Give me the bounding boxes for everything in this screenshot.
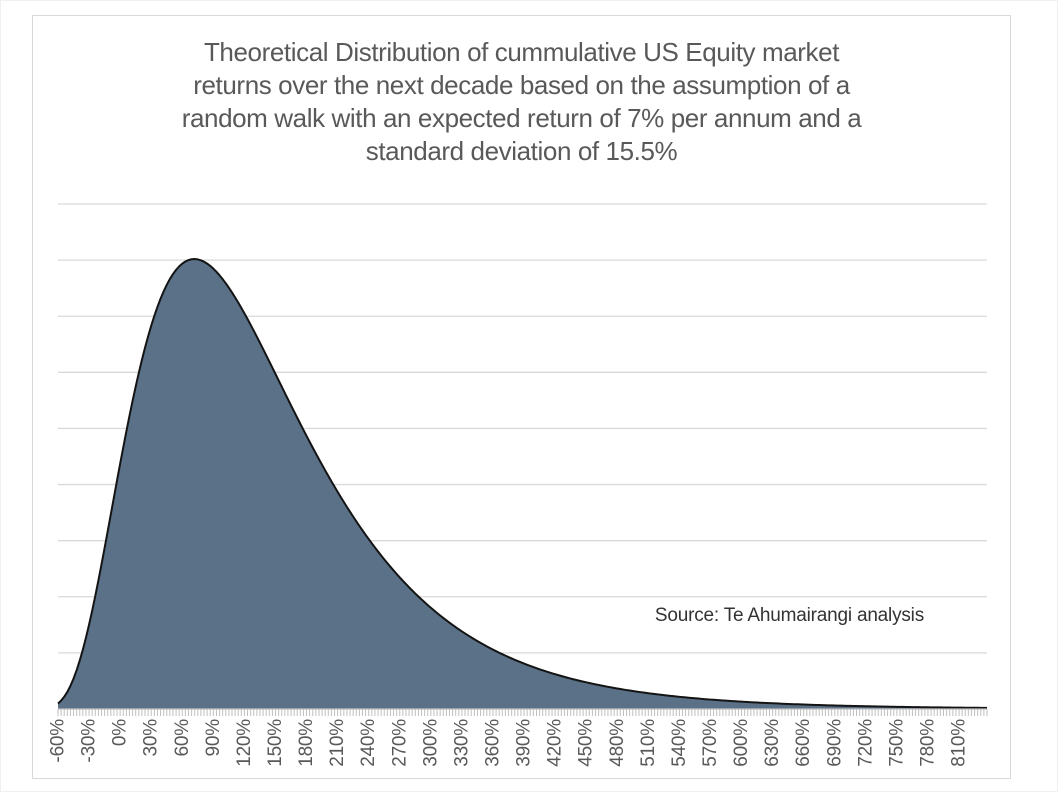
x-axis-label: 660% <box>793 719 814 767</box>
x-axis-label: 600% <box>731 719 752 767</box>
x-axis-label: 60% <box>172 719 193 757</box>
x-axis-label: 480% <box>607 719 628 767</box>
x-axis-label: 510% <box>638 719 659 767</box>
x-axis-label: 150% <box>265 719 286 767</box>
x-axis-label: 300% <box>420 719 441 767</box>
x-axis-label: 210% <box>327 719 348 767</box>
x-axis-label: 780% <box>917 719 938 767</box>
x-axis-label: 570% <box>700 719 721 767</box>
x-axis-label: 30% <box>141 719 162 757</box>
distribution-area-chart: -60% -30% 0% 30% 60% 90% 120% 150% 180% 210% 240% 2… <box>48 203 988 767</box>
x-axis-label: 390% <box>514 719 535 767</box>
x-axis-label: 750% <box>886 719 907 767</box>
x-axis-label: 270% <box>389 719 410 767</box>
x-axis-ticks <box>57 709 988 716</box>
x-axis-label: 180% <box>296 719 317 767</box>
x-axis-label: 810% <box>949 719 970 767</box>
chart-title: Theoretical Distribution of cummulative … <box>33 36 1010 168</box>
x-axis-label: 0% <box>110 719 131 746</box>
x-axis-label: 120% <box>234 719 255 767</box>
chart-title-line-2: returns over the next decade based on th… <box>193 70 850 100</box>
density-curve <box>57 258 988 709</box>
x-axis-label: 720% <box>855 719 876 767</box>
chart-title-line-3: random walk with an expected return of 7… <box>181 103 862 133</box>
x-axis-label: 360% <box>482 719 503 767</box>
density-area <box>58 259 987 709</box>
chart-title-line-1: Theoretical Distribution of cummulative … <box>203 37 840 67</box>
x-axis-label: 630% <box>762 719 783 767</box>
source-note: Source: Te Ahumairangi analysis <box>654 605 924 626</box>
x-axis-label: 330% <box>451 719 472 767</box>
x-axis-label: 420% <box>545 719 566 767</box>
chart-frame: -60% -30% 0% 30% 60% 90% 120% 150% 180% 210% 240% 2… <box>32 15 1011 779</box>
x-axis-labels: -60% -30% 0% 30% 60% 90% 120% 150% 180% 210% 240% 2… <box>48 719 970 767</box>
x-axis-label: 450% <box>576 719 597 767</box>
x-axis-label: -60% <box>48 719 69 763</box>
x-axis-label: 90% <box>203 719 224 757</box>
chart-title-line-4: standard deviation of 15.5% <box>365 136 678 166</box>
x-axis-label: 540% <box>669 719 690 767</box>
x-axis-label: -30% <box>79 719 100 763</box>
x-axis-label: 240% <box>358 719 379 767</box>
x-axis-label: 690% <box>824 719 845 767</box>
